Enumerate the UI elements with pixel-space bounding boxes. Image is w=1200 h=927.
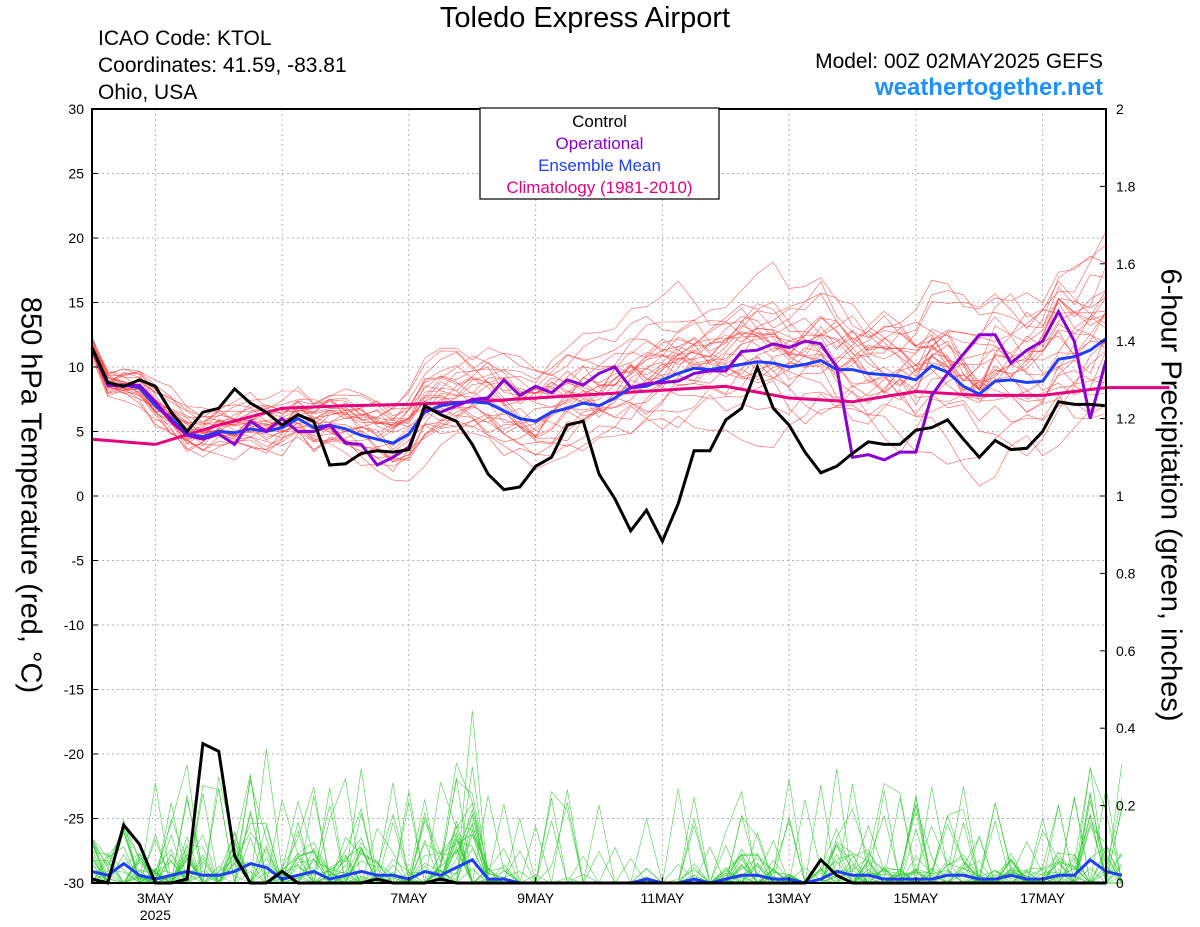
- y-left-tick-label: -5: [72, 553, 85, 569]
- x-tick-label: 9MAY: [517, 890, 555, 906]
- x-tick-label: 7MAY: [390, 890, 428, 906]
- temp-member-line: [91, 357, 1107, 465]
- y-left-tick-label: 10: [68, 359, 84, 375]
- temp-member-line: [91, 274, 1107, 417]
- y-right-tick-label: 1.8: [1116, 178, 1136, 194]
- website-link[interactable]: weathertogether.net: [874, 74, 1103, 101]
- legend-entry: Climatology (1981-2010): [506, 178, 692, 197]
- y-left-tick-label: 0: [76, 488, 84, 504]
- temp-member-line: [91, 293, 1107, 463]
- x-tick-label: 13MAY: [767, 890, 813, 906]
- y-left-tick-label: 30: [68, 101, 84, 117]
- y-left-tick-label: -10: [64, 617, 84, 633]
- y-right-tick-label: 2: [1116, 101, 1124, 117]
- y-left-tick-label: -20: [64, 746, 84, 762]
- control-temp-line: [90, 346, 1107, 545]
- y-right-tick-label: 1: [1116, 488, 1124, 504]
- y-right-tick-label: 0.6: [1116, 643, 1136, 659]
- legend-box: [479, 107, 720, 200]
- y-left-tick-label: 25: [68, 166, 84, 182]
- y-right-tick-label: 0.4: [1116, 720, 1136, 736]
- legend: Control Operational Ensemble Mean Climatolo…: [479, 107, 720, 200]
- y-left-tick-label: 15: [68, 295, 84, 311]
- x-tick-label: 15MAY: [893, 890, 939, 906]
- y-left-tick-label: 20: [68, 230, 84, 246]
- y-left-tick-label: 5: [76, 424, 84, 440]
- legend-entry: Ensemble Mean: [538, 156, 661, 175]
- y-right-tick-label: 0: [1116, 875, 1124, 891]
- temp-member-line: [91, 292, 1107, 467]
- legend-entry: Control: [572, 112, 627, 131]
- y-left-tick-label: -15: [64, 682, 84, 698]
- temp-member-line: [91, 307, 1107, 472]
- operational-temp-line: [90, 308, 1108, 467]
- x-tick-label: 17MAY: [1020, 890, 1066, 906]
- location: Ohio, USA: [98, 81, 198, 104]
- y-left-tick-label: -25: [64, 811, 84, 827]
- y-right-tick-label: 0.8: [1116, 565, 1136, 581]
- temp-member-line: [91, 312, 1107, 459]
- ensemble-mean-temp-line: [90, 337, 1107, 445]
- x-tick-label: 5MAY: [264, 890, 302, 906]
- y-right-tick-label: 0.2: [1116, 798, 1136, 814]
- x-tick-label: 3MAY: [137, 890, 175, 906]
- icao-code: ICAO Code: KTOL: [98, 27, 272, 50]
- climatology-line: [91, 384, 1170, 446]
- temp-member-line: [91, 290, 1107, 451]
- temp-member-line: [91, 290, 1107, 425]
- legend-entry: Operational: [556, 134, 644, 153]
- y-right-tick-label: 1.2: [1116, 411, 1136, 427]
- axis-ticks: 302520151050-5-10-15-20-25-3021.81.61.41…: [64, 101, 1136, 923]
- coordinates: Coordinates: 41.59, -83.81: [98, 54, 347, 77]
- y-left-tick-label: -30: [64, 875, 84, 891]
- temp-member-line: [91, 265, 1107, 424]
- x-tick-sublabel: 2025: [140, 907, 171, 923]
- model-run: Model: 00Z 02MAY2025 GEFS: [815, 50, 1103, 73]
- chart-title: Toledo Express Airport: [439, 2, 731, 34]
- temp-member-line: [91, 339, 1107, 446]
- y-right-tick-label: 1.4: [1116, 333, 1136, 349]
- temp-member-line: [91, 335, 1107, 453]
- x-tick-label: 11MAY: [640, 890, 684, 906]
- y-right-tick-label: 1.6: [1116, 256, 1136, 272]
